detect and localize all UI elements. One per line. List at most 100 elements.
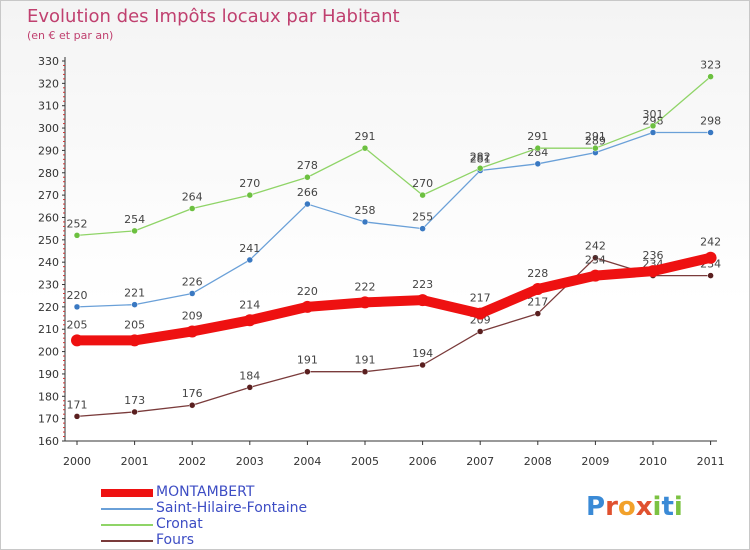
- data-point: [304, 368, 311, 375]
- x-tick-label: 2005: [351, 455, 379, 468]
- data-point: [419, 191, 426, 199]
- data-label: 209: [182, 309, 203, 322]
- data-point: [246, 256, 254, 264]
- data-point: [73, 303, 81, 311]
- y-tick-label: 250: [38, 234, 59, 247]
- legend-swatch: [101, 508, 153, 510]
- legend-label: MONTAMBERT: [156, 484, 255, 500]
- data-label: 217: [527, 296, 548, 309]
- x-tick-label: 2004: [293, 455, 321, 468]
- data-point: [649, 129, 657, 136]
- legend-swatch: [101, 489, 153, 497]
- legend-label: Cronat: [156, 516, 203, 532]
- y-tick-label: 210: [38, 323, 59, 336]
- data-point: [246, 384, 254, 391]
- x-tick-label: 2002: [178, 455, 206, 468]
- data-label: 205: [67, 318, 88, 331]
- data-point: [186, 325, 199, 338]
- logo-letter: i: [652, 492, 662, 522]
- data-label: 270: [412, 177, 433, 190]
- legend-swatch: [101, 524, 153, 526]
- data-label: 223: [412, 278, 433, 291]
- data-label: 194: [412, 347, 433, 360]
- data-point: [361, 218, 369, 226]
- data-label: 234: [585, 254, 606, 267]
- data-label: 264: [182, 191, 203, 204]
- data-label: 220: [297, 285, 318, 298]
- x-tick-label: 2006: [409, 455, 437, 468]
- data-label: 242: [585, 240, 606, 253]
- data-label: 220: [67, 289, 88, 302]
- data-point: [73, 413, 81, 420]
- data-label: 236: [643, 249, 664, 262]
- data-label: 226: [182, 275, 203, 288]
- data-label: 255: [412, 211, 433, 224]
- logo-letter: i: [673, 492, 683, 522]
- data-label: 266: [297, 186, 318, 199]
- chart-subtitle: (en € et par an): [27, 29, 114, 42]
- data-point: [304, 200, 311, 208]
- data-point: [73, 232, 81, 239]
- data-point: [131, 301, 138, 308]
- data-label: 241: [239, 242, 260, 255]
- data-label: 281: [470, 153, 491, 166]
- y-tick-label: 160: [38, 435, 59, 448]
- data-point: [128, 334, 141, 347]
- y-tick-label: 170: [38, 413, 59, 426]
- data-label: 242: [700, 236, 721, 249]
- x-tick-label: 2000: [63, 455, 91, 468]
- data-point: [531, 283, 544, 295]
- x-tick-label: 2003: [236, 455, 264, 468]
- data-label: 191: [297, 354, 318, 367]
- data-point: [534, 160, 542, 168]
- data-label: 214: [239, 298, 260, 311]
- data-point: [419, 225, 426, 232]
- data-point: [361, 368, 369, 375]
- data-point: [361, 144, 369, 152]
- y-tick-label: 290: [38, 144, 59, 157]
- data-label: 291: [585, 130, 606, 143]
- x-tick-label: 2009: [581, 455, 609, 468]
- data-point: [534, 144, 542, 152]
- y-tick-label: 180: [38, 390, 59, 403]
- data-label: 301: [643, 108, 664, 121]
- logo-letter: o: [617, 492, 636, 522]
- data-label: 289: [585, 135, 606, 148]
- data-point: [707, 129, 714, 136]
- data-label: 291: [355, 130, 376, 143]
- data-point: [707, 272, 714, 279]
- series-line: [76, 131, 712, 308]
- data-label: 291: [527, 130, 548, 143]
- data-point: [246, 191, 254, 199]
- data-label: 258: [355, 204, 376, 217]
- data-point: [707, 73, 714, 80]
- data-point: [419, 361, 426, 369]
- logo-letter: t: [661, 492, 674, 522]
- x-tick-label: 2008: [524, 455, 552, 468]
- y-tick-label: 270: [38, 189, 59, 202]
- data-point: [71, 334, 83, 347]
- data-point: [301, 300, 314, 313]
- data-label: 228: [527, 267, 548, 280]
- data-point: [589, 269, 602, 282]
- data-label: 254: [124, 213, 145, 226]
- series-line: [72, 252, 716, 346]
- data-point: [304, 173, 311, 181]
- data-point: [647, 265, 659, 278]
- x-tick-label: 2010: [639, 455, 667, 468]
- data-point: [131, 408, 138, 416]
- data-label: 184: [239, 369, 260, 382]
- data-point: [188, 290, 196, 297]
- data-point: [416, 294, 429, 307]
- y-tick-label: 280: [38, 167, 59, 180]
- data-label: 282: [470, 150, 491, 163]
- data-label: 298: [643, 115, 664, 128]
- series-line: [76, 257, 712, 418]
- data-point: [476, 328, 484, 335]
- x-tick-label: 2001: [121, 455, 149, 468]
- legend-label: Saint-Hilaire-Fontaine: [156, 500, 308, 516]
- data-label: 252: [67, 217, 88, 230]
- y-tick-label: 240: [38, 256, 59, 269]
- data-label: 270: [239, 177, 260, 190]
- data-label: 176: [182, 387, 203, 400]
